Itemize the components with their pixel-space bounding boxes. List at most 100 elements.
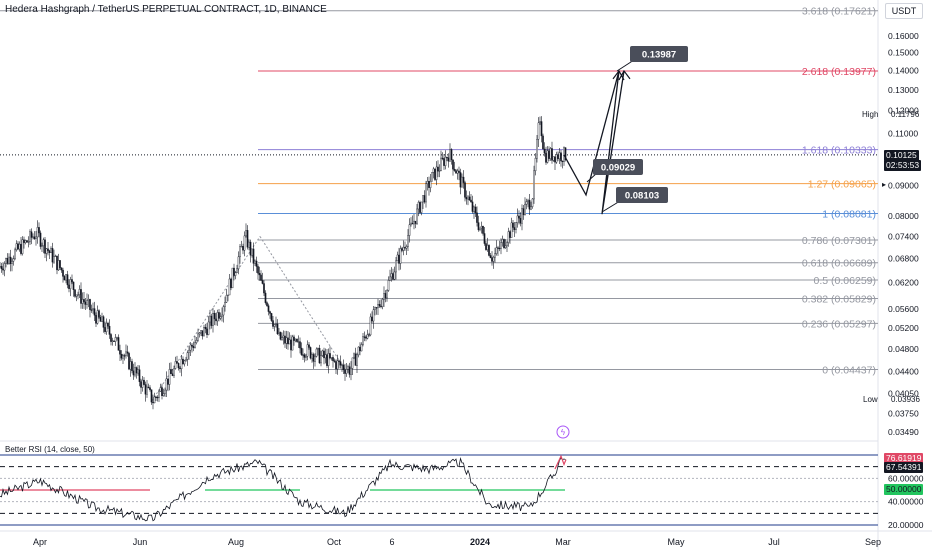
- candle-body: [552, 156, 555, 161]
- candle-body: [273, 324, 276, 327]
- price-tick-label: 0.15000: [888, 48, 919, 58]
- candle-body: [6, 258, 9, 264]
- candle-body: [533, 170, 535, 200]
- candle-body: [63, 276, 66, 281]
- candle-body: [338, 360, 340, 362]
- candle-body: [341, 364, 343, 366]
- candle-body: [162, 393, 165, 397]
- candle-body: [495, 247, 498, 254]
- candle-body: [179, 367, 181, 370]
- candle-body: [305, 356, 307, 358]
- candle-body: [452, 159, 454, 170]
- candle-body: [87, 299, 90, 301]
- candle-body: [299, 341, 301, 349]
- candle-body: [318, 347, 321, 364]
- candle-body: [432, 168, 435, 173]
- candle-body: [501, 239, 504, 243]
- candle-body: [110, 334, 112, 342]
- candle-body: [413, 220, 415, 225]
- candle-body: [473, 206, 475, 212]
- candle-body: [32, 236, 34, 238]
- price-tick-label: 0.03750: [888, 408, 919, 418]
- candle-body: [41, 245, 43, 247]
- candle-body: [281, 337, 283, 340]
- fib-label: 0.236 (0.05297): [802, 318, 876, 330]
- candle-body: [276, 323, 279, 335]
- candle-body: [24, 240, 27, 243]
- candle-body: [116, 337, 118, 339]
- candle-body: [266, 302, 268, 306]
- candle-body: [96, 310, 99, 324]
- time-tick-label: Sep: [865, 537, 881, 547]
- candle-body: [288, 339, 291, 345]
- candle-body: [219, 316, 222, 319]
- candle-body: [366, 334, 369, 339]
- candle-body: [519, 217, 522, 224]
- candle-body: [542, 135, 544, 150]
- candle-body: [285, 337, 288, 344]
- candle-body: [36, 227, 39, 238]
- time-tick-label: Mar: [555, 537, 571, 547]
- candle-body: [294, 338, 297, 341]
- candle-body: [77, 294, 79, 296]
- candle-body: [480, 226, 483, 229]
- candle-body: [101, 316, 103, 322]
- candle-body: [441, 157, 444, 160]
- candle-body: [0, 266, 3, 270]
- candle-body: [371, 316, 373, 322]
- candle-body: [191, 344, 193, 347]
- price-tick-label: 0.13000: [888, 85, 919, 95]
- candle-body: [44, 239, 46, 254]
- candle-body: [401, 248, 403, 251]
- candle-body: [564, 147, 567, 161]
- candle-body: [380, 305, 382, 308]
- candle-body: [201, 330, 204, 337]
- rsi-hot-segment: [554, 454, 567, 470]
- price-marker: ▸: [882, 180, 886, 189]
- candle-body: [171, 373, 174, 376]
- candle-body: [492, 256, 495, 262]
- candle-body: [497, 247, 499, 249]
- rsi-title: Better RSI (14, close, 50): [5, 445, 95, 454]
- callout-pointer: [616, 59, 635, 72]
- currency-button[interactable]: USDT: [885, 3, 923, 19]
- candle-body: [86, 300, 88, 305]
- candle-body: [402, 247, 405, 251]
- candle-body: [329, 353, 331, 359]
- rsi-mid-tag: 50.00000: [884, 484, 924, 495]
- candle-body: [506, 242, 508, 247]
- fib-label: 1.618 (0.10333): [802, 145, 876, 157]
- candle-body: [251, 248, 253, 256]
- candle-body: [80, 289, 82, 304]
- candle-body: [512, 222, 514, 228]
- candle-body: [138, 369, 141, 382]
- candle-body: [108, 325, 111, 335]
- candle-body: [347, 366, 349, 370]
- candle-body: [249, 241, 252, 256]
- candle-body: [213, 313, 216, 320]
- callout-box: [630, 46, 688, 62]
- candle-body: [395, 260, 397, 273]
- time-tick-label: Apr: [33, 537, 47, 547]
- candle-body: [404, 247, 406, 249]
- candle-body: [429, 181, 432, 188]
- price-tick-label: 0.07400: [888, 231, 919, 241]
- candle-body: [122, 355, 124, 359]
- candle-body: [137, 369, 139, 374]
- candle-body: [174, 361, 177, 369]
- candle-body: [66, 274, 69, 286]
- candle-body: [417, 202, 420, 210]
- candle-body: [230, 278, 232, 289]
- candle-body: [399, 248, 402, 264]
- low-label: Low: [863, 395, 878, 404]
- candle-body: [488, 245, 490, 256]
- candle-body: [426, 180, 429, 184]
- candle-body: [153, 396, 156, 404]
- candle-body: [215, 318, 217, 322]
- candle-body: [345, 369, 348, 374]
- candle-body: [515, 222, 517, 230]
- candle-body: [290, 339, 292, 351]
- candle-body: [324, 354, 327, 359]
